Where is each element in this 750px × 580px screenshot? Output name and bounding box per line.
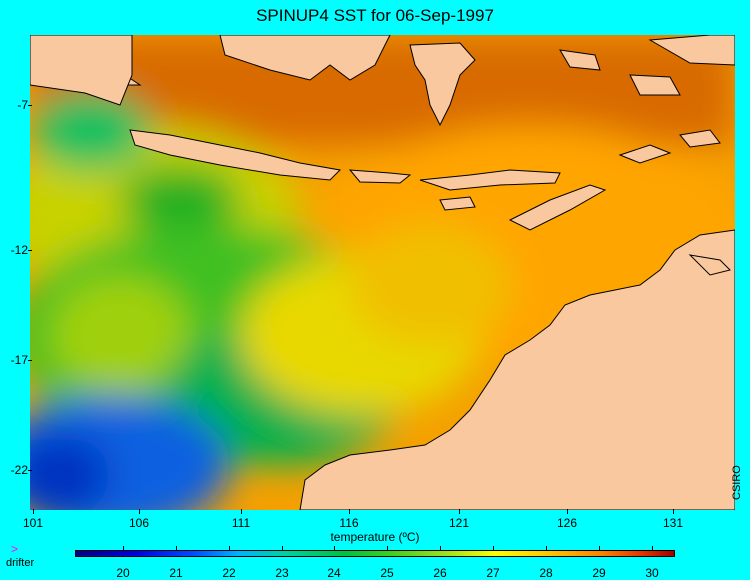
y-tick-label: -17 <box>10 353 28 367</box>
sst-field <box>30 35 735 510</box>
x-tick-label: 131 <box>662 516 684 530</box>
map-title: SPINUP4 SST for 06-Sep-1997 <box>256 6 494 25</box>
colorbar-tick-label: 21 <box>169 566 183 580</box>
x-tick-label: 111 <box>231 516 251 530</box>
colorbar-tick-label: 25 <box>380 566 394 580</box>
colorbar-tick-label: 27 <box>486 566 500 580</box>
x-tick-label: 126 <box>556 516 578 530</box>
colorbar-tick-label: 24 <box>327 566 341 580</box>
credit-label: CSIRO <box>731 465 743 500</box>
y-tick <box>28 105 32 106</box>
drifter-symbol-icon: > <box>11 542 19 556</box>
x-tick <box>139 509 140 514</box>
colorbar-tick-label: 22 <box>222 566 236 580</box>
y-tick <box>28 360 32 361</box>
y-tick <box>28 250 32 251</box>
x-tick <box>567 509 568 514</box>
x-tick-label: 121 <box>448 516 470 530</box>
x-tick <box>349 509 350 514</box>
drifter-legend-label: drifter <box>6 557 35 569</box>
x-tick-label: 101 <box>22 516 44 530</box>
y-tick-label: -22 <box>10 463 28 477</box>
colorbar-tick-label: 20 <box>116 566 130 580</box>
colorbar-tick-label: 23 <box>275 566 289 580</box>
colorbar <box>75 550 675 557</box>
sst-map <box>30 35 735 510</box>
x-tick <box>459 509 460 514</box>
colorbar-tick-label: 30 <box>645 566 659 580</box>
colorbar-tick-label: 29 <box>592 566 606 580</box>
y-tick <box>28 470 32 471</box>
x-tick <box>33 509 34 514</box>
y-tick-label: -12 <box>10 243 28 257</box>
colorbar-tick-label: 28 <box>539 566 553 580</box>
y-tick-label: -7 <box>17 98 28 112</box>
x-tick-label: 116 <box>339 516 359 530</box>
x-tick <box>673 509 674 514</box>
colorbar-tick-label: 26 <box>433 566 447 580</box>
x-tick <box>241 509 242 514</box>
colorbar-title: temperature (ºC) <box>330 530 420 544</box>
x-tick-label: 106 <box>128 516 150 530</box>
